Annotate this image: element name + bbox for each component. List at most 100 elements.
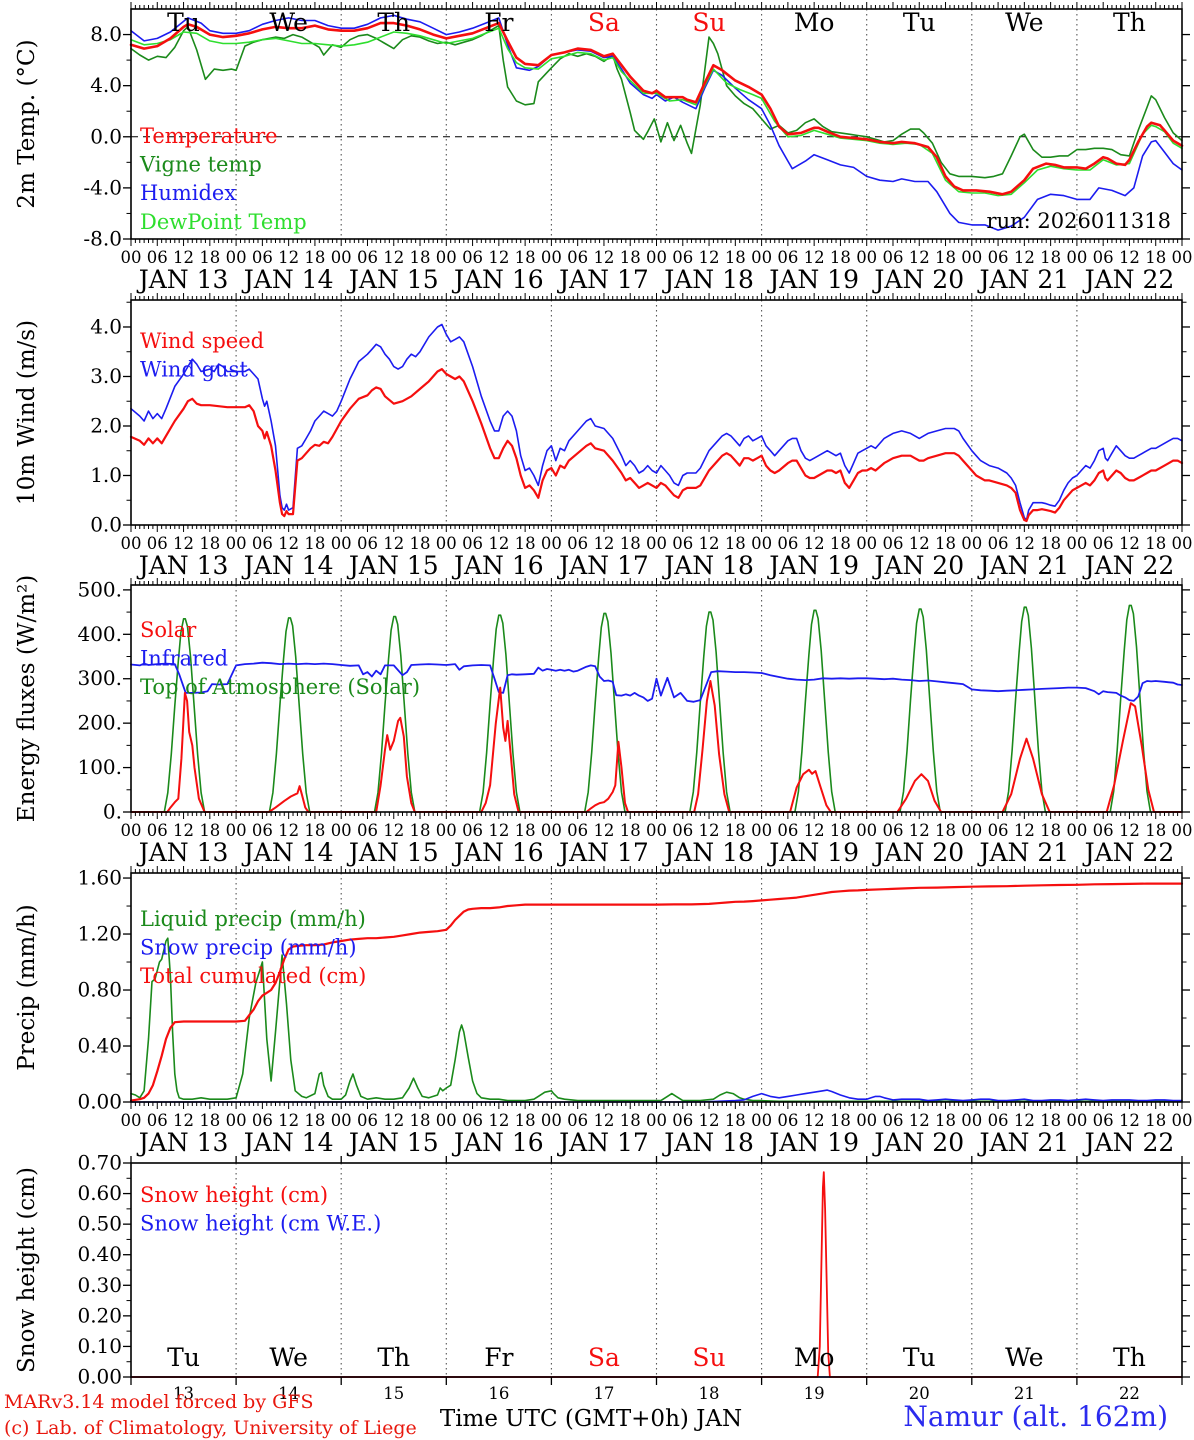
- date-label: JAN 22: [1082, 551, 1175, 580]
- legend-infrared: Infrared: [140, 647, 228, 671]
- hour-tick-label: 18: [199, 534, 220, 553]
- series-humidex: [130, 14, 1183, 231]
- date-label: JAN 18: [661, 551, 754, 580]
- day-label-top: Su: [692, 8, 725, 37]
- date-label: JAN 14: [241, 551, 334, 580]
- y-tick-label: 3.0: [90, 364, 122, 388]
- date-label: JAN 17: [556, 838, 649, 867]
- hour-tick-label: 06: [882, 1111, 903, 1130]
- legend-wind-gust: Wind gust: [140, 358, 248, 382]
- day-number-label: 22: [1119, 1384, 1140, 1403]
- day-number-label: 15: [383, 1384, 404, 1403]
- hour-tick-label: 00: [751, 1111, 772, 1130]
- date-label: JAN 16: [451, 838, 544, 867]
- date-label: JAN 18: [661, 838, 754, 867]
- hour-tick-label: 12: [1119, 248, 1140, 267]
- date-label: JAN 13: [136, 265, 229, 294]
- hour-tick-label: 00: [226, 534, 247, 553]
- day-number-label: 17: [593, 1384, 614, 1403]
- legend-humidex: Humidex: [140, 181, 236, 205]
- hour-tick-label: 18: [515, 534, 536, 553]
- hour-tick-label: 18: [304, 1111, 325, 1130]
- date-label: JAN 19: [766, 265, 859, 294]
- hour-tick-label: 12: [173, 534, 194, 553]
- date-label: JAN 19: [766, 551, 859, 580]
- hour-tick-label: 06: [252, 1111, 273, 1130]
- hour-tick-label: 06: [147, 1111, 168, 1130]
- y-tick-label: -4.0: [83, 175, 122, 199]
- hour-tick-label: 00: [1172, 534, 1193, 553]
- hour-tick-label: 18: [830, 821, 851, 840]
- hour-tick-label: 18: [515, 821, 536, 840]
- date-label: JAN 16: [451, 551, 544, 580]
- hour-tick-label: 12: [383, 534, 404, 553]
- hour-tick-label: 06: [1093, 534, 1114, 553]
- hour-tick-label: 06: [1093, 821, 1114, 840]
- hour-tick-label: 06: [882, 534, 903, 553]
- hour-tick-label: 18: [1145, 1111, 1166, 1130]
- hour-tick-label: 06: [357, 248, 378, 267]
- hour-tick-label: 18: [199, 248, 220, 267]
- y-tick-label: 0.0: [90, 124, 122, 148]
- hour-tick-label: 12: [173, 821, 194, 840]
- day-label-bottom: Fr: [484, 1343, 513, 1372]
- hour-tick-label: 12: [173, 248, 194, 267]
- hour-tick-label: 00: [541, 1111, 562, 1130]
- day-label-bottom: We: [1005, 1343, 1043, 1372]
- y-tick-label: 0.50: [77, 1212, 122, 1236]
- y-tick-label: 300.: [77, 666, 122, 690]
- hour-tick-label: 12: [909, 534, 930, 553]
- lab-credit: (c) Lab. of Climatology, University of L…: [4, 1417, 417, 1439]
- hour-tick-label: 12: [1014, 248, 1035, 267]
- hour-tick-label: 06: [567, 534, 588, 553]
- hour-tick-label: 06: [357, 1111, 378, 1130]
- hour-tick-label: 00: [436, 1111, 457, 1130]
- hour-tick-label: 18: [620, 1111, 641, 1130]
- hour-tick-label: 06: [672, 534, 693, 553]
- hour-tick-label: 18: [725, 248, 746, 267]
- hour-tick-label: 18: [725, 534, 746, 553]
- run-label: run: 2026011318: [987, 209, 1171, 233]
- y-tick-label: 4.0: [90, 314, 122, 338]
- legend-snow-height-cm-: Snow height (cm): [140, 1183, 328, 1207]
- hour-tick-label: 00: [436, 534, 457, 553]
- y-tick-label: 0.00: [77, 1090, 122, 1114]
- hour-tick-label: 18: [935, 534, 956, 553]
- y-axis-title: 10m Wind (m/s): [14, 320, 40, 505]
- hour-tick-label: 06: [357, 821, 378, 840]
- hour-tick-label: 18: [725, 1111, 746, 1130]
- y-tick-label: 8.0: [90, 22, 122, 46]
- day-label-top: We: [1005, 8, 1043, 37]
- hour-tick-label: 18: [199, 821, 220, 840]
- hour-tick-label: 06: [1093, 248, 1114, 267]
- hour-tick-label: 00: [541, 821, 562, 840]
- hour-tick-label: 00: [646, 1111, 667, 1130]
- hour-tick-label: 00: [961, 821, 982, 840]
- hour-tick-label: 18: [1145, 534, 1166, 553]
- hour-tick-label: 18: [410, 534, 431, 553]
- date-label: JAN 15: [346, 1128, 439, 1157]
- date-label: JAN 16: [451, 1128, 544, 1157]
- y-tick-label: 1.0: [90, 463, 122, 487]
- series-wind-speed: [129, 368, 1184, 523]
- hour-tick-label: 06: [672, 1111, 693, 1130]
- model-credit: MARv3.14 model forced by GFS: [4, 1391, 314, 1413]
- y-tick-label: 100.: [77, 755, 122, 779]
- hour-tick-label: 12: [909, 821, 930, 840]
- date-label: JAN 17: [556, 1128, 649, 1157]
- y-axis-title: Energy fluxes (W/m²): [14, 575, 40, 822]
- hour-tick-label: 12: [699, 248, 720, 267]
- hour-tick-label: 00: [436, 821, 457, 840]
- hour-tick-label: 00: [1066, 821, 1087, 840]
- day-label-top: Th: [1113, 8, 1146, 37]
- hour-tick-label: 12: [488, 821, 509, 840]
- hour-tick-label: 06: [988, 1111, 1009, 1130]
- hour-tick-label: 06: [567, 248, 588, 267]
- hour-tick-label: 18: [304, 534, 325, 553]
- day-label-bottom: Tu: [167, 1343, 200, 1372]
- legend-total-cumulated-cm-: Total cumulated (cm): [140, 964, 366, 988]
- y-axis-title: 2m Temp. (°C): [14, 39, 40, 208]
- hour-tick-label: 12: [1014, 534, 1035, 553]
- hour-tick-label: 18: [935, 1111, 956, 1130]
- series-snow-height: [130, 1171, 1183, 1378]
